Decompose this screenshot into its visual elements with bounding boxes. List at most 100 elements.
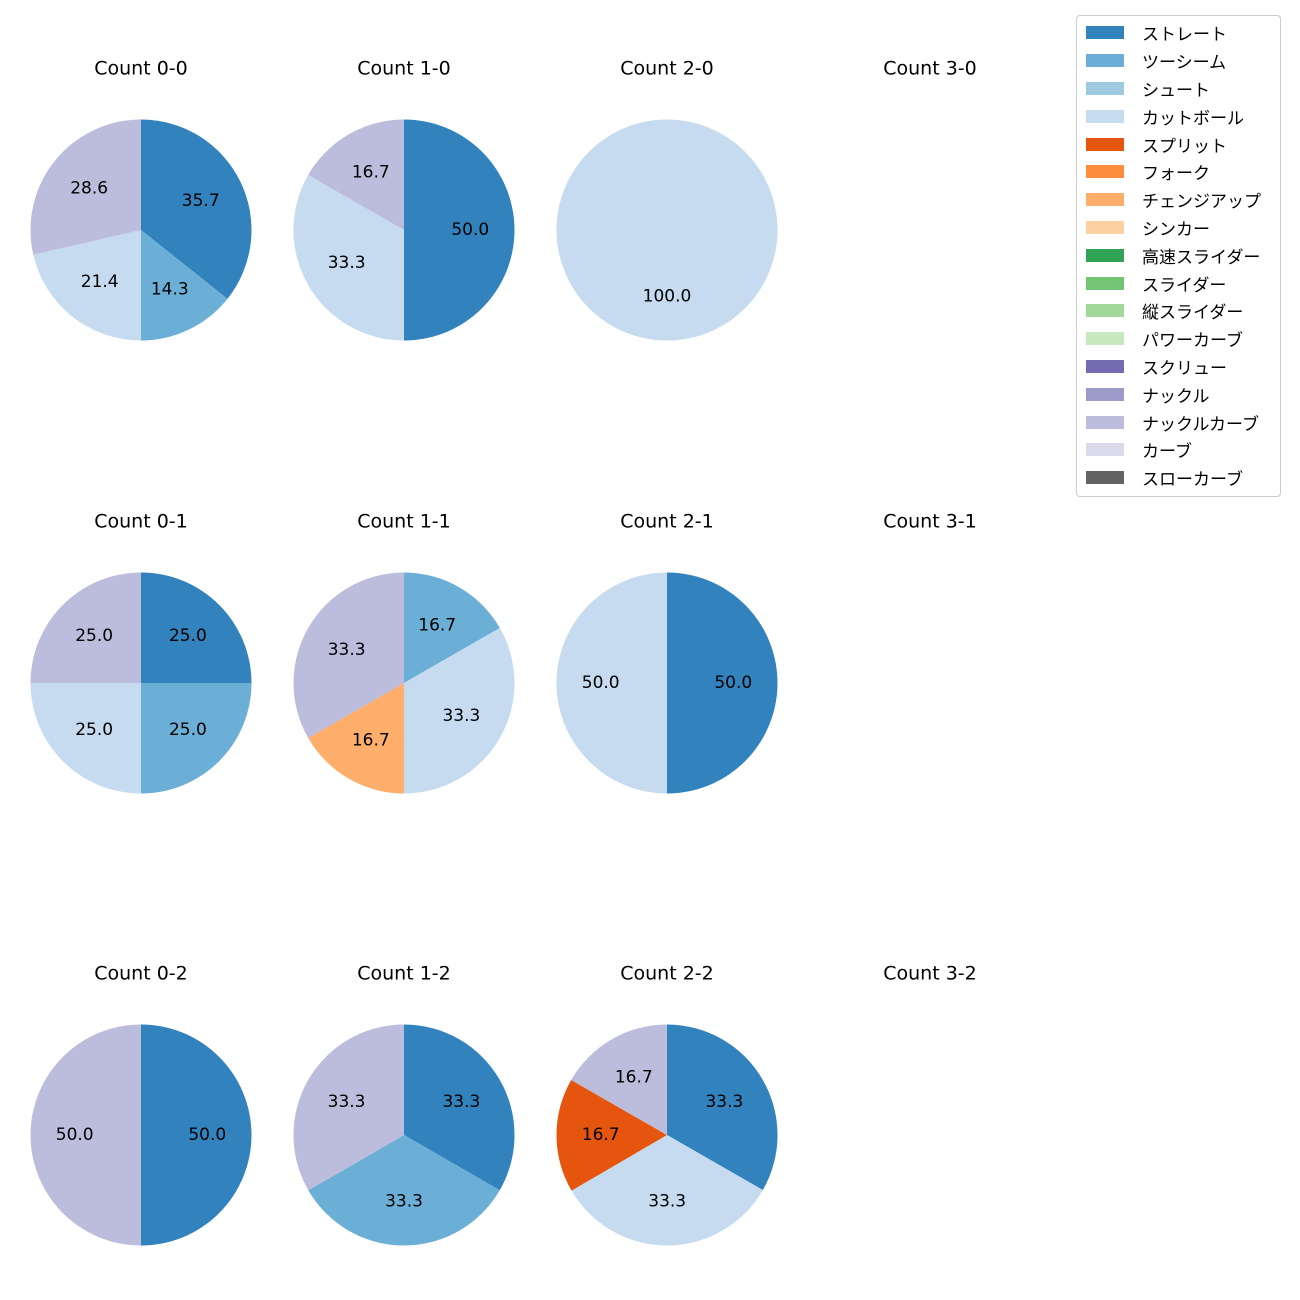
slice-value-label: 33.3 [328, 1092, 366, 1112]
legend-label: パワーカーブ [1142, 331, 1243, 352]
legend-swatch [1086, 81, 1124, 95]
pie-panel: Count 1-0 50.0 33.3 16.7 [293, 58, 515, 341]
pie-slice [667, 1024, 778, 1191]
legend-swatch [1086, 220, 1124, 234]
pie-slice [293, 1024, 404, 1191]
slice-value-label: 28.6 [70, 179, 108, 199]
pie-panel: Count 0-0 35.7 14.3 21.4 28.6 [30, 58, 252, 341]
pie-slice [571, 1135, 763, 1246]
legend-item: 高速スライダー [1077, 241, 1280, 269]
legend-item: スプリット [1077, 130, 1280, 158]
slice-value-label: 33.3 [328, 640, 366, 660]
slice-value-label: 50.0 [714, 673, 752, 693]
slice-value-label: 33.3 [648, 1191, 686, 1211]
slice-value-label: 33.3 [385, 1191, 423, 1211]
legend-swatch [1086, 304, 1124, 318]
legend-swatch [1086, 26, 1124, 40]
pie-slice [308, 1135, 500, 1246]
pie-panel: Count 3-0 [883, 58, 977, 80]
slice-value-label: 33.3 [705, 1092, 743, 1112]
pie-slice [556, 572, 667, 794]
panel-title: Count 3-1 [883, 511, 977, 533]
legend-label: フォーク [1142, 164, 1210, 185]
panel-title: Count 0-0 [94, 58, 188, 80]
pie-slice [571, 1024, 667, 1135]
legend-swatch [1086, 359, 1124, 373]
legend-item: パワーカーブ [1077, 325, 1280, 353]
legend-label: 縦スライダー [1142, 303, 1244, 324]
legend-label: スクリュー [1142, 358, 1227, 379]
slice-value-label: 14.3 [151, 280, 189, 300]
pie-slice [141, 1024, 252, 1246]
pie-slice [141, 119, 252, 299]
slice-value-label: 16.7 [352, 163, 390, 183]
legend-label: チェンジアップ [1142, 192, 1261, 213]
legend-label: シンカー [1142, 219, 1210, 240]
legend-swatch [1086, 165, 1124, 179]
pie-panel: Count 0-2 50.0 50.0 [30, 963, 252, 1246]
legend-swatch [1086, 471, 1124, 485]
legend-label: カットボール [1142, 108, 1244, 129]
legend-swatch [1086, 387, 1124, 401]
slice-value-label: 50.0 [582, 673, 620, 693]
legend-swatch [1086, 109, 1124, 123]
pie-slice [33, 230, 142, 341]
slice-value-label: 25.0 [75, 626, 113, 646]
legend-item: ナックル [1077, 380, 1280, 408]
panel-title: Count 1-1 [357, 511, 451, 533]
legend-item: チェンジアップ [1077, 186, 1280, 214]
slice-value-label: 50.0 [188, 1125, 226, 1145]
legend-item: ツーシーム [1077, 47, 1280, 75]
pie-slice [556, 1079, 667, 1191]
pie-slice [30, 683, 141, 794]
slice-value-label: 33.3 [442, 1092, 480, 1112]
panel-title: Count 2-1 [620, 511, 714, 533]
pie-panel: Count 2-2 33.3 33.3 16.7 16.7 [556, 963, 778, 1246]
legend-label: ナックルカーブ [1142, 414, 1259, 435]
slice-value-label: 33.3 [328, 253, 366, 273]
legend-item: カットボール [1077, 102, 1280, 130]
legend-swatch [1086, 248, 1124, 262]
legend-label: シュート [1142, 80, 1210, 101]
slice-value-label: 16.7 [615, 1068, 653, 1088]
pie-slice [30, 572, 141, 683]
pie-slice [404, 572, 500, 683]
panel-title: Count 0-2 [94, 963, 188, 985]
panel-title: Count 1-0 [357, 58, 451, 80]
slice-value-label: 21.4 [81, 272, 119, 292]
legend-item: シュート [1077, 75, 1280, 103]
pie-slice [308, 683, 404, 794]
legend-item: スローカーブ [1077, 464, 1280, 492]
legend-label: 高速スライダー [1142, 247, 1261, 268]
pie-panel: Count 0-1 25.0 25.0 25.0 25.0 [30, 511, 252, 794]
slice-value-label: 35.7 [182, 191, 220, 211]
slice-value-label: 50.0 [56, 1125, 94, 1145]
legend-label: ツーシーム [1142, 53, 1227, 74]
legend-swatch [1086, 415, 1124, 429]
slice-value-label: 25.0 [75, 720, 113, 740]
slice-value-label: 100.0 [643, 286, 692, 306]
legend-label: ストレート [1142, 25, 1227, 46]
legend-item: スクリュー [1077, 353, 1280, 381]
pie-panel: Count 2-0 100.0 [556, 58, 778, 341]
panel-title: Count 2-2 [620, 963, 714, 985]
slice-value-label: 50.0 [451, 220, 489, 240]
chart-legend: ストレートツーシームシュートカットボール スプリットフォークチェンジアップ シンカー… [1076, 15, 1281, 497]
pie-slice [293, 174, 404, 341]
pie-slice [141, 230, 228, 341]
legend-label: カーブ [1142, 442, 1192, 463]
pie-panel: Count 1-2 33.3 33.3 33.3 [293, 963, 515, 1246]
pie-slice [30, 119, 141, 255]
legend-swatch [1086, 443, 1124, 457]
legend-swatch [1086, 276, 1124, 290]
pie-panel: Count 3-2 [883, 963, 977, 985]
legend-swatch [1086, 54, 1124, 68]
legend-label: ナックル [1142, 386, 1210, 407]
legend-label: スライダー [1142, 275, 1227, 296]
legend-item: シンカー [1077, 214, 1280, 242]
slice-value-label: 25.0 [169, 626, 207, 646]
pie-slice [667, 572, 778, 794]
legend-swatch [1086, 137, 1124, 151]
panel-title: Count 3-0 [883, 58, 977, 80]
